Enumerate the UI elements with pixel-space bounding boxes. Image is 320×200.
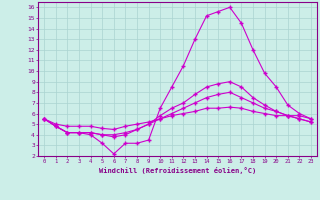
X-axis label: Windchill (Refroidissement éolien,°C): Windchill (Refroidissement éolien,°C) bbox=[99, 167, 256, 174]
